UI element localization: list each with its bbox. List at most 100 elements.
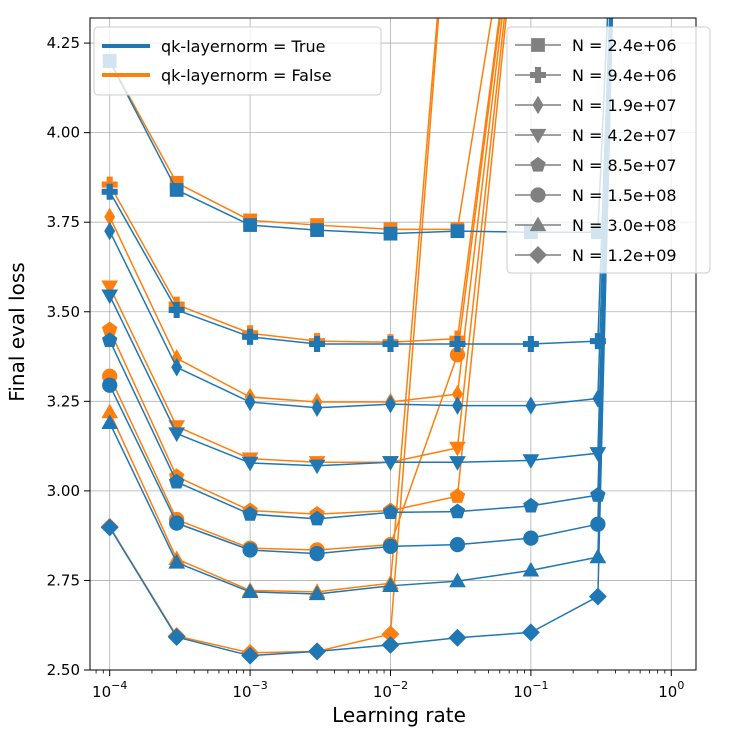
series-line xyxy=(109,18,439,593)
data-point xyxy=(308,642,327,661)
legend-marker-pentagon xyxy=(530,156,546,172)
series-pentagon-qk-true xyxy=(101,18,613,526)
data-point xyxy=(100,518,119,537)
y-tick-label: 3.50 xyxy=(47,303,80,321)
legend-marker-thin-diamond xyxy=(532,95,544,115)
data-point xyxy=(241,456,259,472)
data-point xyxy=(309,545,325,562)
data-point xyxy=(449,441,466,457)
data-point xyxy=(522,336,539,352)
data-point xyxy=(242,542,258,558)
data-point xyxy=(168,301,185,318)
data-point xyxy=(311,398,323,417)
data-point xyxy=(169,183,184,197)
legend-label: qk-layernorm = True xyxy=(161,37,325,56)
x-axis-label: Learning rate xyxy=(332,703,466,727)
legend-label: N = 1.9e+07 xyxy=(572,96,677,115)
data-point xyxy=(449,503,466,519)
data-point xyxy=(452,396,463,415)
data-point xyxy=(309,336,326,352)
legend-label: N = 9.4e+06 xyxy=(572,66,677,85)
legend-qk-layernorm: qk-layernorm = True qk-layernorm = False xyxy=(93,26,382,96)
legend-label: qk-layernorm = False xyxy=(161,66,332,85)
data-point xyxy=(168,473,185,489)
data-point xyxy=(449,488,466,503)
y-axis-label: Final eval loss xyxy=(5,262,29,401)
data-point xyxy=(309,510,325,526)
legend-label: N = 3.0e+08 xyxy=(572,216,677,235)
data-point xyxy=(242,328,259,345)
data-point xyxy=(525,396,537,415)
x-tick-label: 100 xyxy=(658,679,684,701)
series-diamond-qk-true xyxy=(100,18,614,665)
x-tick-label: 10−4 xyxy=(92,679,127,701)
x-tick-label: 10−3 xyxy=(232,679,267,701)
data-point xyxy=(449,336,466,352)
data-point xyxy=(382,538,399,555)
legend-marker-square xyxy=(531,38,545,52)
data-point xyxy=(101,289,119,305)
data-point xyxy=(310,223,324,237)
data-point xyxy=(589,548,607,564)
axis-ticks: 10−4 10−3 10−2 10−1 100 2.50 2.75 3.00 3.25 3.50 3… xyxy=(47,34,685,701)
legend-label: N = 1.2e+09 xyxy=(572,246,677,265)
plot-frame xyxy=(89,17,697,671)
data-point xyxy=(101,280,119,296)
legend-box xyxy=(506,26,711,274)
data-point xyxy=(382,456,399,471)
legend-label: N = 4.2e+07 xyxy=(572,126,677,145)
data-point xyxy=(383,226,398,241)
data-point xyxy=(382,504,399,519)
data-point xyxy=(308,459,326,475)
data-point xyxy=(522,454,540,469)
data-point xyxy=(168,554,186,569)
y-tick-label: 3.00 xyxy=(47,482,80,500)
series-triangle-down-qk-true xyxy=(101,18,612,475)
legend-marker-diamond xyxy=(529,246,547,264)
series-circle-qk-true xyxy=(102,18,613,562)
data-point xyxy=(241,583,259,599)
data-point xyxy=(167,628,186,646)
y-tick-label: 2.75 xyxy=(47,571,80,589)
x-tick-label: 10−2 xyxy=(373,679,408,701)
data-point xyxy=(521,623,540,642)
data-point xyxy=(102,377,118,393)
data-point xyxy=(385,394,396,414)
data-point xyxy=(308,585,326,601)
data-point xyxy=(382,336,399,352)
data-point xyxy=(243,218,257,232)
data-point xyxy=(104,221,116,241)
data-point xyxy=(169,515,185,531)
series-thin-diamond-qk-true xyxy=(104,18,612,417)
legend-marker-triangle-down xyxy=(529,128,547,144)
legend-model-size: N = 2.4e+06 N = 9.4e+06 N = 1.9e+07 N = 4.2… xyxy=(506,26,711,274)
data-point xyxy=(381,635,400,654)
data-point xyxy=(449,456,466,471)
legend-marker-plus xyxy=(530,67,546,83)
legend-label: N = 1.5e+08 xyxy=(572,186,677,205)
data-point xyxy=(101,414,119,429)
data-point xyxy=(171,358,183,377)
data-point xyxy=(449,536,466,553)
legend-label: N = 8.5e+07 xyxy=(572,156,677,175)
legend-marker-circle xyxy=(530,187,546,203)
data-point xyxy=(382,577,399,592)
data-point xyxy=(522,561,540,577)
data-point xyxy=(101,332,118,347)
y-tick-label: 4.25 xyxy=(47,34,80,52)
data-point xyxy=(448,628,467,647)
data-point xyxy=(241,646,260,665)
data-point xyxy=(523,530,539,546)
y-tick-label: 3.25 xyxy=(47,392,80,410)
data-point xyxy=(588,587,607,606)
data-point xyxy=(523,497,539,513)
data-point xyxy=(450,224,465,239)
legend-marker-triangle-up xyxy=(529,216,547,232)
y-tick-label: 4.00 xyxy=(47,124,80,142)
legend-label: N = 2.4e+06 xyxy=(572,36,677,55)
y-tick-label: 3.75 xyxy=(47,213,80,231)
y-tick-label: 2.50 xyxy=(47,661,80,679)
series-plus-qk-true xyxy=(101,18,611,352)
data-point xyxy=(449,572,466,588)
